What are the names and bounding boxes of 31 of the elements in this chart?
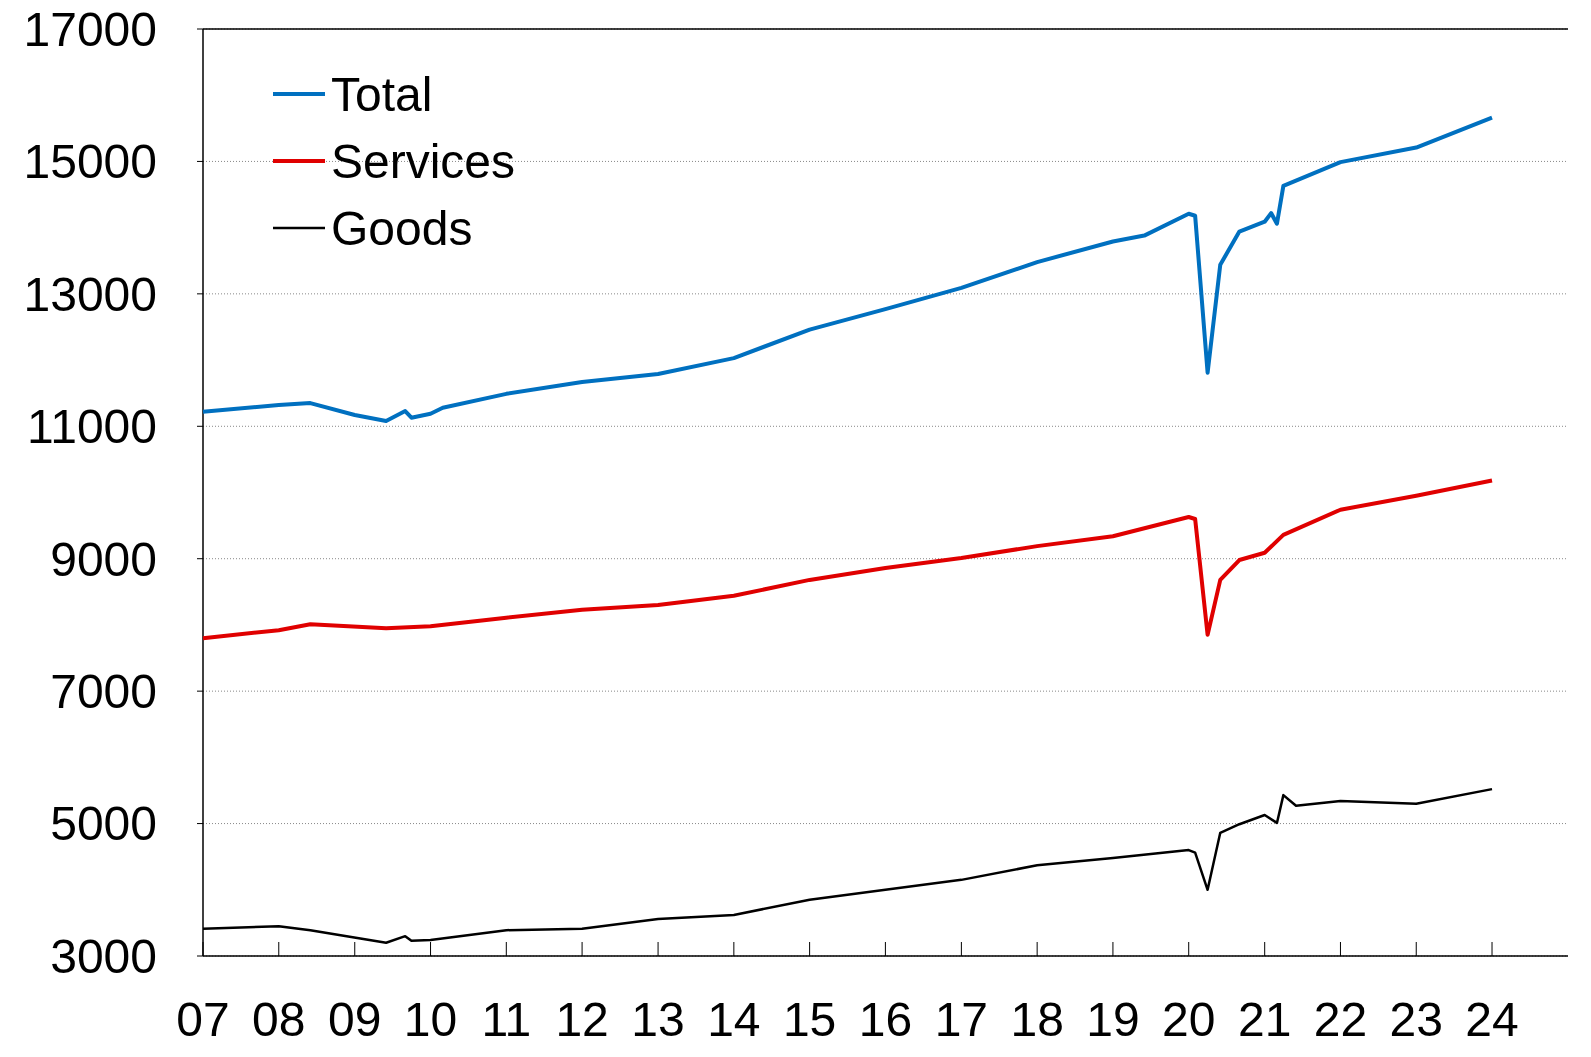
legend-label: Total (331, 67, 433, 121)
x-tick-label: 08 (252, 993, 306, 1046)
x-tick-label: 20 (1162, 993, 1216, 1046)
x-tick-label: 11 (481, 993, 532, 1046)
x-tick-label: 17 (934, 993, 989, 1046)
x-tick-label: 10 (403, 993, 458, 1046)
x-tick-label: 22 (1313, 993, 1368, 1046)
x-tick-label: 19 (1086, 993, 1140, 1046)
x-tick-label: 15 (782, 993, 837, 1046)
y-tick-label: 11000 (27, 400, 157, 454)
legend-label: Goods (331, 201, 473, 255)
line-series (201, 115, 1495, 423)
x-tick-label: 21 (1237, 993, 1292, 1046)
x-tick-label: 24 (1465, 993, 1519, 1046)
x-tick-label: 14 (707, 993, 761, 1046)
y-tick-label: 7000 (50, 664, 157, 718)
y-tick-label: 9000 (50, 532, 157, 586)
y-tick-label: 5000 (50, 797, 157, 851)
x-tick-label: 07 (176, 993, 230, 1046)
y-tick-label: 13000 (23, 267, 157, 321)
y-tick-label: 17000 (23, 2, 157, 56)
x-tick-label: 16 (858, 993, 913, 1046)
x-tick-label: 09 (328, 993, 382, 1046)
line-series (201, 478, 1495, 641)
y-tick-label: 15000 (23, 135, 157, 189)
x-tick-label: 13 (631, 993, 685, 1046)
legend-label: Services (331, 134, 516, 188)
x-tick-label: 12 (555, 993, 609, 1046)
x-tick-label: 23 (1389, 993, 1443, 1046)
y-tick-label: 3000 (50, 929, 157, 983)
x-tick-label: 18 (1010, 993, 1064, 1046)
